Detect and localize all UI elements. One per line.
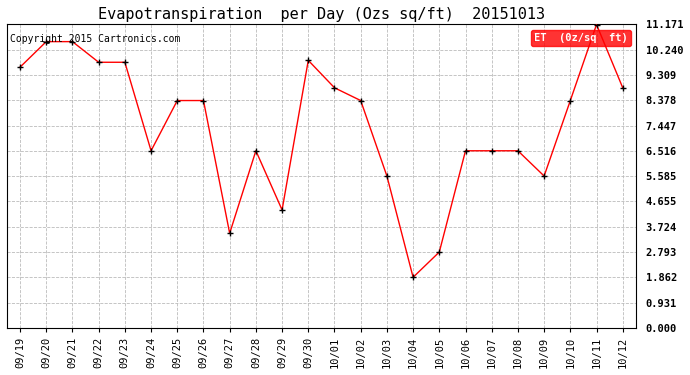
Title: Evapotranspiration  per Day (Ozs sq/ft)  20151013: Evapotranspiration per Day (Ozs sq/ft) 2…: [98, 7, 545, 22]
Legend: ET  (0z/sq  ft): ET (0z/sq ft): [531, 30, 631, 46]
Text: Copyright 2015 Cartronics.com: Copyright 2015 Cartronics.com: [10, 34, 181, 44]
